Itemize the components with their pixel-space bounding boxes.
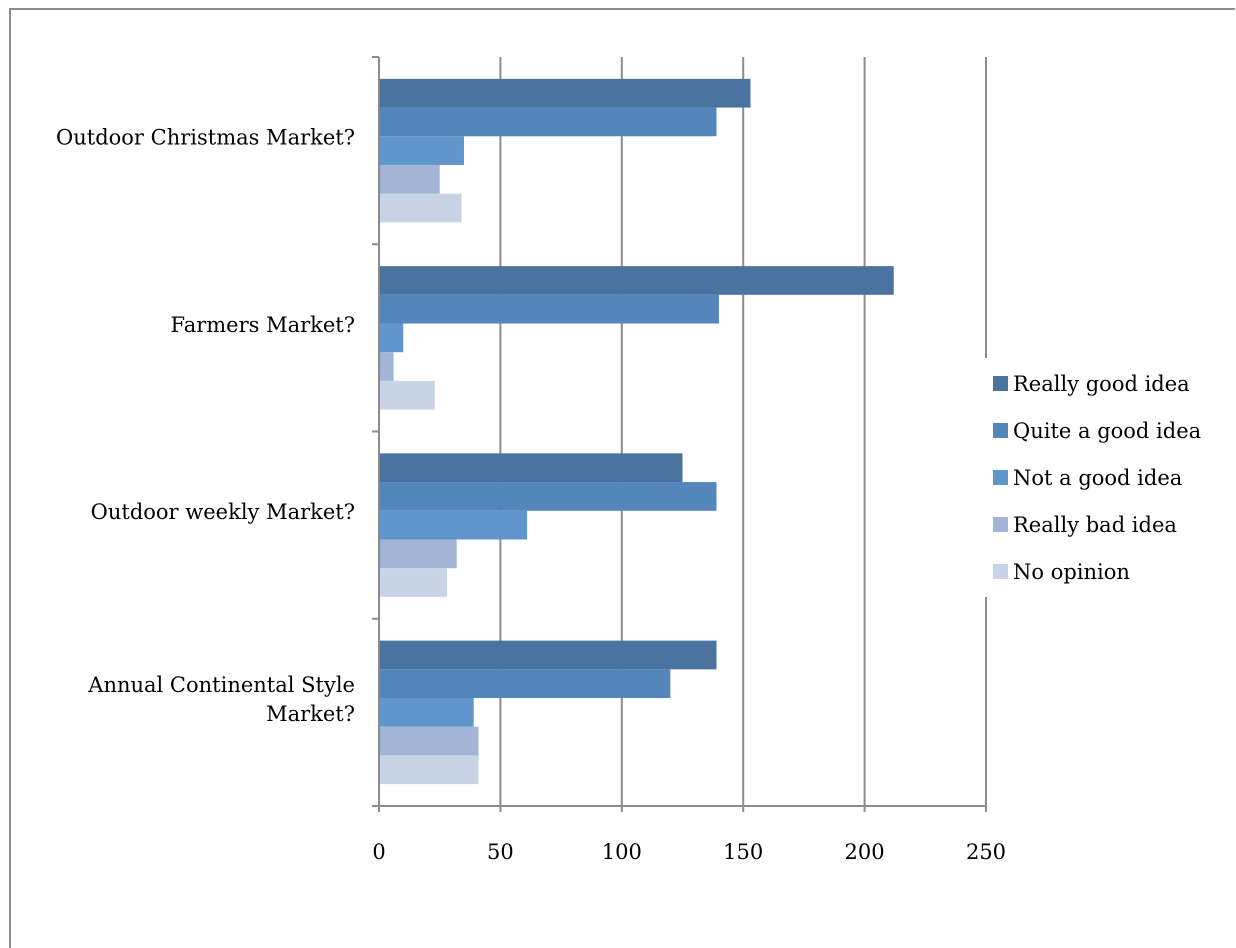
x-tick-label: 250 xyxy=(966,840,1006,864)
bar xyxy=(380,755,479,785)
legend-label: Not a good idea xyxy=(1013,466,1182,490)
bar xyxy=(380,193,462,223)
x-tick-label: 200 xyxy=(845,840,885,864)
category-label-line: Farmers Market? xyxy=(171,313,355,337)
chart-frame xyxy=(9,8,1235,948)
bar xyxy=(380,380,435,410)
legend: Really good idea Quite a good idea Not a g… xyxy=(993,372,1201,584)
category-label: Outdoor weekly Market? xyxy=(91,500,355,524)
bar xyxy=(380,698,474,727)
bar xyxy=(380,726,479,756)
bar xyxy=(380,352,394,381)
x-tick-label: 150 xyxy=(723,840,763,864)
legend-swatch xyxy=(993,517,1008,532)
category-label-line: Outdoor Christmas Market? xyxy=(56,126,355,150)
category-label-line: Market? xyxy=(266,702,355,726)
bar xyxy=(380,568,447,597)
legend-swatch xyxy=(993,423,1008,438)
category-label: Annual Continental Style Market? xyxy=(87,673,355,726)
category-label-line: Outdoor weekly Market? xyxy=(91,500,355,524)
axes: 0 50 100 150 200 250 xyxy=(372,56,1006,864)
bar xyxy=(380,669,671,699)
legend-swatch xyxy=(993,376,1008,391)
bars xyxy=(380,78,894,785)
bar xyxy=(380,640,717,670)
x-tick-label: 0 xyxy=(372,840,385,864)
legend-label: Really bad idea xyxy=(1013,513,1177,537)
bar xyxy=(380,539,457,569)
x-tick-label: 50 xyxy=(487,840,514,864)
bar xyxy=(380,107,717,137)
bar xyxy=(380,510,528,540)
bar xyxy=(380,453,683,483)
bar xyxy=(380,323,404,353)
bar xyxy=(380,78,751,108)
legend-label: Quite a good idea xyxy=(1013,419,1201,443)
category-label-line: Annual Continental Style xyxy=(87,673,355,697)
category-label: Farmers Market? xyxy=(171,313,355,337)
x-tick-label: 100 xyxy=(602,840,642,864)
bar xyxy=(380,294,719,324)
bar xyxy=(380,482,717,511)
legend-label: Really good idea xyxy=(1013,372,1190,396)
bar xyxy=(380,136,464,165)
legend-swatch xyxy=(993,470,1008,485)
bar xyxy=(380,164,440,194)
category-labels: Outdoor Christmas Market? Farmers Market?… xyxy=(56,126,355,726)
legend-swatch xyxy=(993,564,1008,579)
legend-label: No opinion xyxy=(1013,560,1130,584)
category-label: Outdoor Christmas Market? xyxy=(56,126,355,150)
bar xyxy=(380,266,894,295)
